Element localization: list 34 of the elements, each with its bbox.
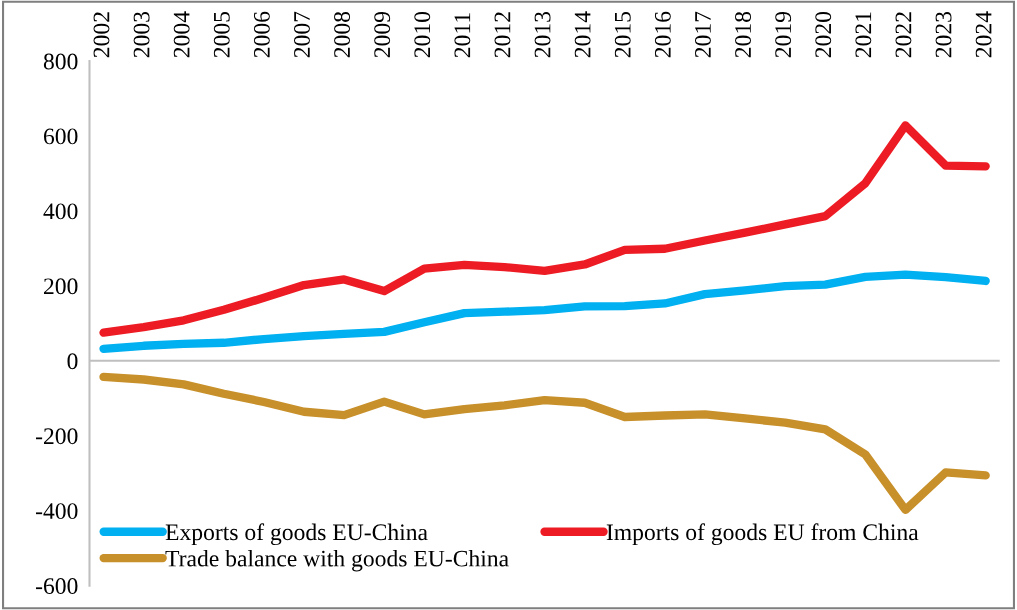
y-tick-label: -600 bbox=[35, 578, 78, 595]
x-tick-label: 2022 bbox=[895, 12, 912, 58]
x-tick-label: 2020 bbox=[815, 11, 832, 58]
x-tick-label: 2014 bbox=[574, 11, 591, 58]
x-tick-label: 2021 bbox=[855, 12, 872, 58]
y-tick-label: -200 bbox=[35, 428, 78, 445]
x-tick-label: 2010 bbox=[414, 11, 431, 58]
x-tick-label: 2017 bbox=[694, 11, 711, 58]
y-tick-label: 400 bbox=[43, 203, 78, 220]
y-tick-label: -400 bbox=[35, 503, 78, 520]
legend-label: Trade balance with goods EU-China bbox=[165, 549, 509, 572]
x-tick-label: 2015 bbox=[614, 11, 631, 58]
y-tick-label: 800 bbox=[43, 53, 78, 70]
x-tick-label: 2019 bbox=[775, 11, 792, 58]
x-tick-label: 2018 bbox=[735, 11, 751, 58]
x-tick-label: 2011 bbox=[454, 13, 471, 58]
legend-label: Imports of goods EU from China bbox=[606, 523, 919, 546]
y-tick-label: 0 bbox=[67, 353, 78, 370]
x-tick-label: 2004 bbox=[173, 11, 190, 58]
y-tick-label: 600 bbox=[43, 128, 78, 145]
x-tick-label: 2023 bbox=[935, 11, 952, 58]
y-tick-label: 200 bbox=[44, 278, 78, 295]
x-tick-label: 2002 bbox=[93, 12, 110, 58]
x-tick-label: 2016 bbox=[654, 11, 671, 58]
x-tick-label: 2013 bbox=[534, 11, 551, 58]
x-tick-label: 2008 bbox=[334, 11, 351, 58]
x-tick-label: 2012 bbox=[494, 12, 511, 58]
legend-label: Exports of goods EU-China bbox=[165, 523, 428, 546]
x-tick-label: 2009 bbox=[374, 11, 391, 58]
x-tick-label: 2003 bbox=[133, 11, 150, 58]
x-tick-label: 2024 bbox=[975, 11, 992, 58]
x-tick-label: 2005 bbox=[213, 11, 230, 58]
x-tick-label: 2007 bbox=[293, 11, 310, 58]
x-tick-label: 2006 bbox=[253, 11, 270, 58]
